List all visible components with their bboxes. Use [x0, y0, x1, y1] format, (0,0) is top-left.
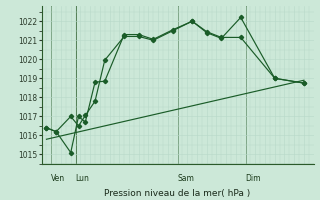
Text: Sam: Sam [178, 174, 195, 183]
Text: Lun: Lun [76, 174, 90, 183]
Text: Pression niveau de la mer( hPa ): Pression niveau de la mer( hPa ) [104, 189, 251, 198]
Text: Ven: Ven [51, 174, 65, 183]
Text: Dim: Dim [246, 174, 261, 183]
